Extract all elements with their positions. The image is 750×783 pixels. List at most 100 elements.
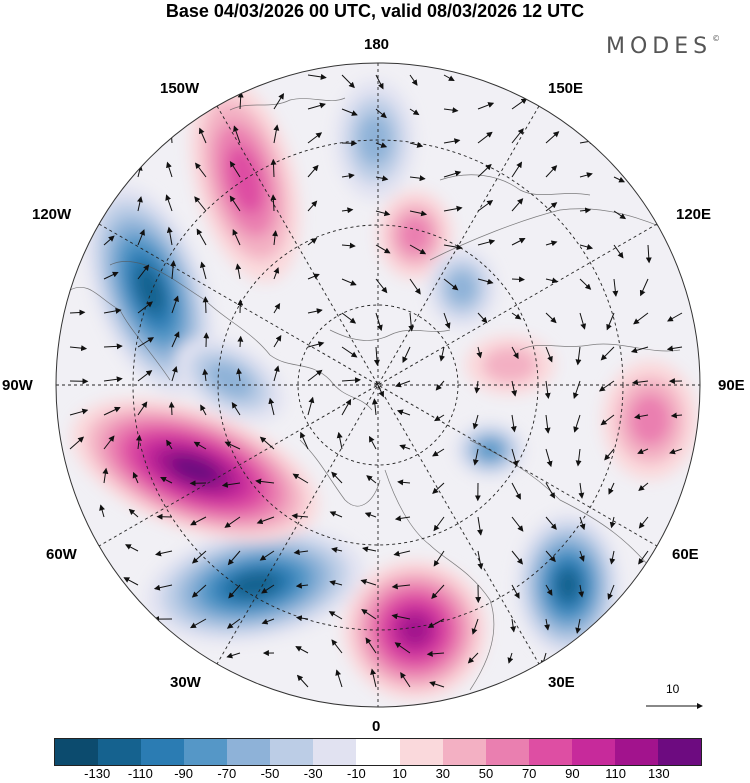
colorbar-swatch [270,739,314,765]
wind-arrow [307,237,318,246]
lon-label-120e: 120E [676,206,712,223]
wind-arrow [153,584,173,591]
wind-arrow [194,162,207,178]
colorbar-tick-label: -90 [174,766,193,781]
wind-arrow [604,448,615,461]
wind-arrow [510,414,517,433]
wind-arrow [341,74,355,89]
wind-arrow [191,584,207,598]
wind-arrow [200,404,207,416]
wind-arrow [545,131,560,144]
colorbar-swatch [227,739,271,765]
wind-arrow [433,516,445,532]
wind-arrow [291,513,309,520]
wind-arrow [375,210,391,217]
wind-arrow [511,238,526,246]
wind-arrow [202,296,209,314]
wind-arrow [268,397,275,416]
wind-arrow [102,467,109,484]
map-title: Base 04/03/2026 00 UTC, valid 08/03/2026… [165,1,585,21]
wind-arrow [190,516,207,526]
wind-arrow [477,131,493,144]
wind-arrow [273,365,280,382]
colorbar-swatch [657,739,701,765]
wind-arrow [607,584,615,600]
wind-arrow [427,618,445,628]
wind-arrow [408,312,415,332]
wind-arrow [545,482,555,499]
wind-arrow [545,346,553,363]
wind-arrow [545,584,553,596]
wind-arrow [193,441,207,450]
wind-arrow [371,398,378,416]
wind-arrow [375,380,384,398]
wind-arrow [135,434,142,450]
wind-arrow [544,380,551,399]
map-boundary [55,62,701,708]
wind-arrow [341,346,358,358]
wind-arrow [137,337,155,348]
wind-arrow [307,369,323,382]
colorbar-tick-label: 110 [605,766,626,781]
wind-arrow [609,516,616,529]
wind-arrow [132,471,139,484]
wind-arrow [307,132,323,144]
wind-arrow [125,544,139,552]
wind-arrow [606,312,615,331]
wind-arrow [375,108,387,119]
wind-arrow [341,278,357,286]
anomaly-north-america-west-low [135,265,165,315]
wind-arrow [633,312,649,325]
wind-arrow [370,668,377,688]
wind-arrow [365,637,377,654]
wind-arrow [168,401,175,416]
wind-arrow [375,74,384,90]
colorbar-swatch [55,739,99,765]
vector-reference: 10 [646,682,706,722]
wind-arrow [103,435,115,450]
wind-arrow [443,170,462,178]
wind-arrow [194,196,207,212]
wind-arrow [400,671,411,688]
wind-arrow [613,210,627,220]
wind-arrow [443,107,459,114]
wind-arrow [598,380,615,392]
wind-arrow [579,550,585,562]
wind-arrow [231,402,241,416]
colorbar-tick-label: -110 [127,766,153,781]
wind-arrow [429,681,445,688]
lon-label-0: 0 [372,718,381,735]
wind-arrow [467,652,479,664]
wind-arrow [307,102,326,110]
wind-arrow [443,205,463,212]
wind-vectors [69,73,683,688]
wind-arrow [443,312,451,329]
lon-label-90w: 90W [2,377,33,394]
wind-arrow [255,478,275,485]
wind-arrow [409,108,420,116]
wind-arrow [579,244,594,250]
wind-arrow [544,618,550,631]
lon-label-150w: 150W [160,80,200,97]
wind-arrow [166,439,173,450]
wind-arrow [511,482,521,500]
wind-arrow [307,396,315,416]
wind-arrow [328,611,343,620]
colorbar-swatch [571,739,615,765]
wind-arrow [511,516,524,532]
wind-arrow [399,444,411,451]
wind-arrow [634,413,649,420]
wind-arrow [362,546,377,553]
vector-reference-label: 10 [666,682,680,696]
wind-arrow [477,200,494,212]
wind-arrow [69,408,89,416]
lon-label-180: 180 [364,36,390,53]
wind-arrow [366,475,377,484]
wind-arrow [434,414,445,422]
anomaly-europe-ridge [398,613,432,647]
wind-arrow [341,377,361,384]
wind-arrow [235,263,242,280]
wind-arrow [471,618,479,635]
anomaly-east-siberia-low [447,270,477,306]
wind-arrow [511,161,523,178]
